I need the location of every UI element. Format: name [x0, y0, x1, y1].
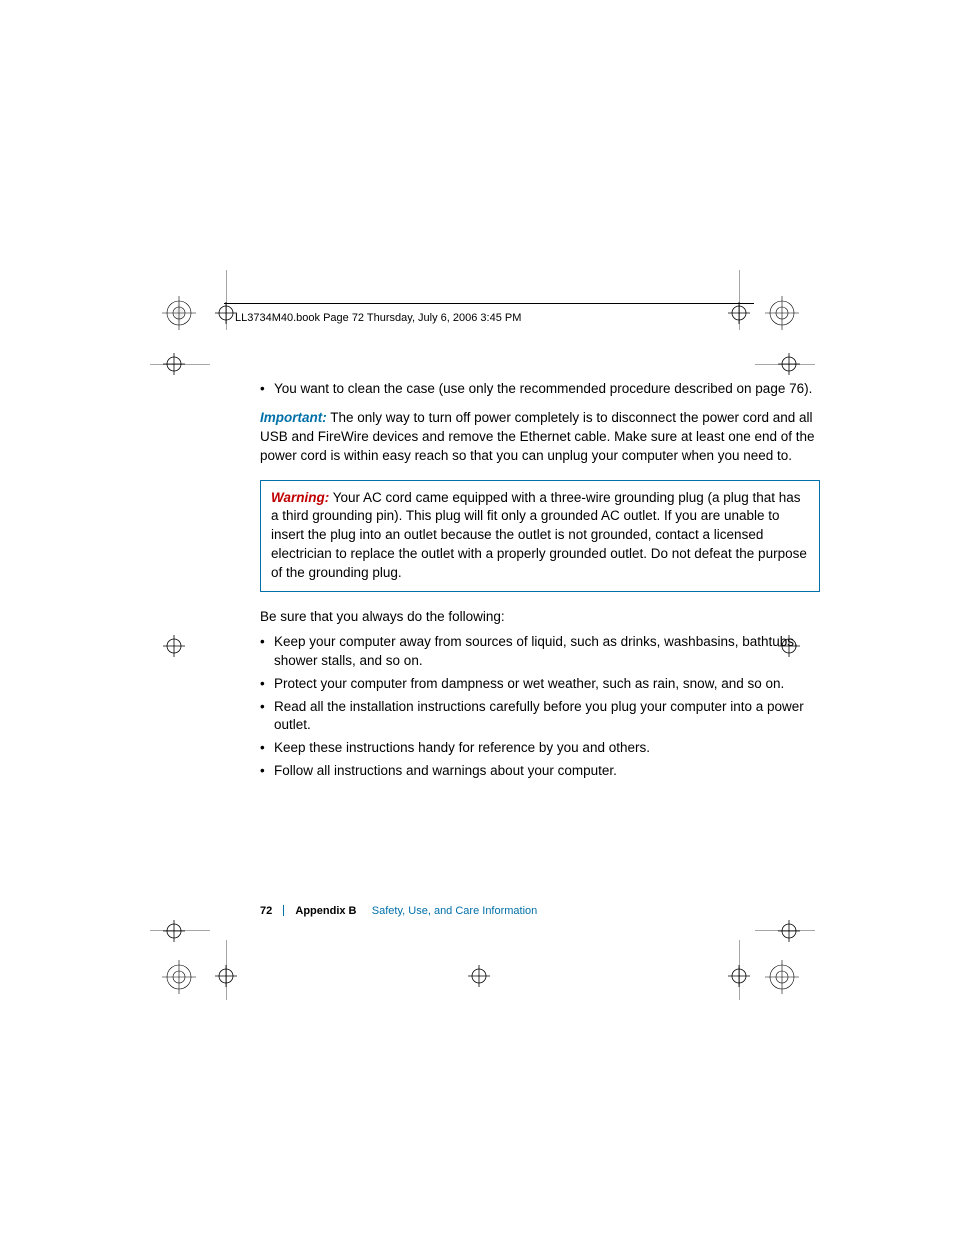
- reg-mark-icon: [163, 920, 185, 942]
- list-item: • Read all the installation instructions…: [260, 698, 820, 736]
- footer-separator: [283, 905, 284, 916]
- list-item: • Protect your computer from dampness or…: [260, 675, 820, 694]
- page-footer: 72 Appendix B Safety, Use, and Care Info…: [260, 905, 537, 917]
- bullet-icon: •: [260, 762, 274, 781]
- guide-line: [739, 270, 740, 330]
- body-text: Follow all instructions and warnings abo…: [274, 762, 820, 781]
- list-item: • You want to clean the case (use only t…: [260, 380, 820, 399]
- footer-spacer: [360, 905, 369, 917]
- body-text: Keep these instructions handy for refere…: [274, 739, 820, 758]
- reg-mark-icon: [765, 296, 799, 330]
- important-note: Important: The only way to turn off powe…: [260, 409, 820, 466]
- page-number: 72: [260, 905, 272, 917]
- reg-mark-icon: [162, 296, 196, 330]
- print-header: LL3734M40.book Page 72 Thursday, July 6,…: [235, 312, 521, 324]
- page-content: • You want to clean the case (use only t…: [260, 380, 820, 785]
- list-item: • Follow all instructions and warnings a…: [260, 762, 820, 781]
- body-text: Read all the installation instructions c…: [274, 698, 820, 736]
- body-text: The only way to turn off power completel…: [260, 410, 815, 463]
- footer-title: Safety, Use, and Care Information: [372, 905, 538, 917]
- body-text: Your AC cord came equipped with a three-…: [271, 490, 807, 581]
- body-text: Protect your computer from dampness or w…: [274, 675, 820, 694]
- reg-mark-icon: [162, 960, 196, 994]
- page: LL3734M40.book Page 72 Thursday, July 6,…: [0, 0, 954, 1235]
- reg-mark-icon: [778, 920, 800, 942]
- header-rule: [224, 303, 754, 304]
- body-text: Keep your computer away from sources of …: [274, 633, 820, 671]
- bullet-icon: •: [260, 633, 274, 671]
- guide-line: [150, 364, 210, 365]
- footer-appendix: Appendix B: [295, 905, 356, 917]
- guide-line: [739, 940, 740, 1000]
- guide-line: [226, 940, 227, 1000]
- reg-mark-icon: [765, 960, 799, 994]
- body-text: Be sure that you always do the following…: [260, 608, 820, 627]
- bullet-icon: •: [260, 380, 274, 399]
- guide-line: [150, 930, 210, 931]
- list-item: • Keep these instructions handy for refe…: [260, 739, 820, 758]
- guide-line: [226, 270, 227, 330]
- reg-mark-icon: [468, 965, 490, 987]
- bullet-icon: •: [260, 739, 274, 758]
- reg-mark-icon: [163, 635, 185, 657]
- guide-line: [755, 930, 815, 931]
- warning-box: Warning: Your AC cord came equipped with…: [260, 480, 820, 592]
- list-item: • Keep your computer away from sources o…: [260, 633, 820, 671]
- warning-label: Warning:: [271, 490, 329, 505]
- body-text: You want to clean the case (use only the…: [274, 380, 820, 399]
- important-label: Important:: [260, 410, 327, 425]
- bullet-icon: •: [260, 675, 274, 694]
- guide-line: [755, 364, 815, 365]
- bullet-icon: •: [260, 698, 274, 736]
